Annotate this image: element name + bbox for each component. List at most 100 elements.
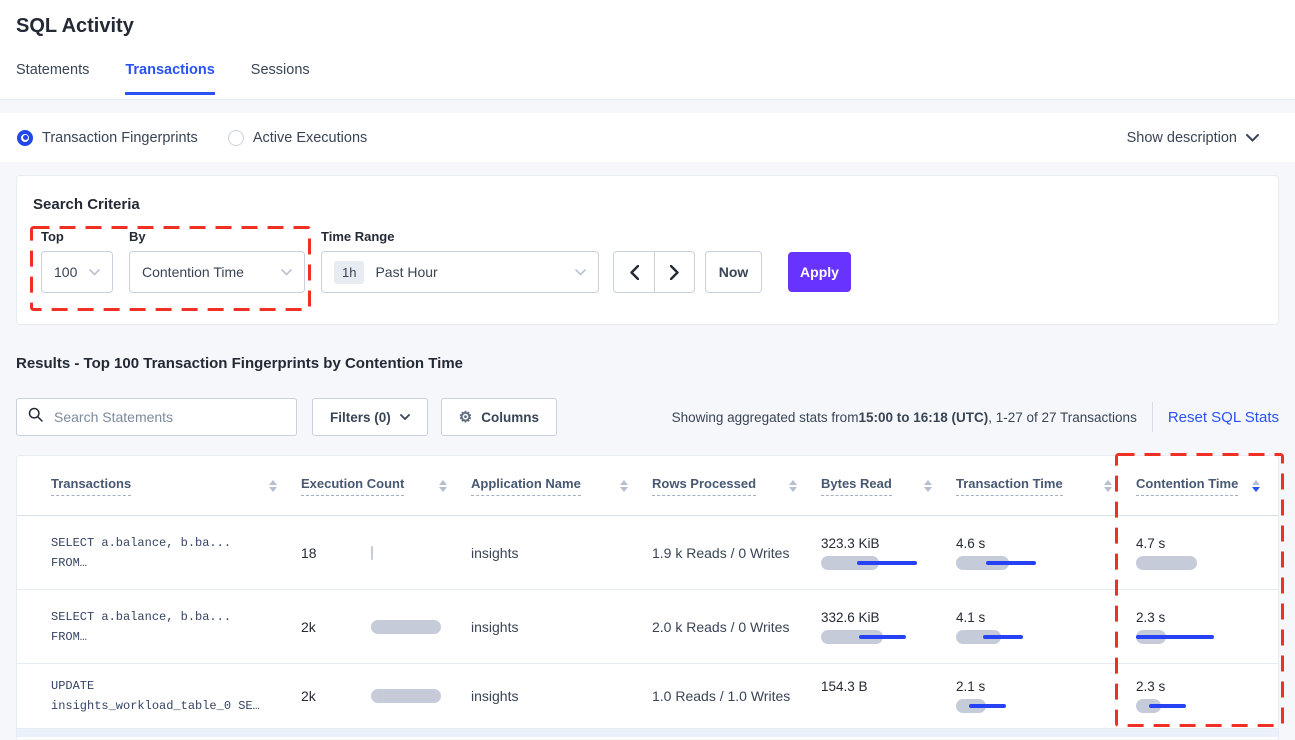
chevron-down-icon [399,414,410,420]
table-header-row: Transactions Execution Count Application… [17,456,1278,516]
transactions-table: Transactions Execution Count Application… [16,455,1279,739]
application-name-cell: insights [471,688,519,704]
bytes-read-bar [821,699,933,713]
execution-count-bar [371,688,443,704]
vertical-divider [1151,402,1153,432]
contention-time-cell: 2.3 s [1136,679,1270,713]
table-row: SELECT a.balance, b.ba... FROM… 18 insig… [17,516,1278,590]
radio-label: Transaction Fingerprints [42,129,198,146]
by-label: By [129,229,146,244]
contention-time-bar [1136,629,1248,644]
app-header: SQL Activity Statements Transactions Ses… [0,0,1295,100]
by-group: By Contention Time [113,229,305,293]
rows-processed-cell: 2.0 k Reads / 0 Writes [652,618,790,635]
transaction-fingerprint-link[interactable]: SELECT a.balance, b.ba... FROM… [51,609,232,644]
chevron-down-icon [1246,133,1259,142]
tab-bar: Statements Transactions Sessions [16,62,1279,95]
sort-icon [789,479,797,492]
bytes-read-bar [821,629,933,644]
time-range-group: Time Range 1h Past Hour [305,229,599,293]
time-prev-button[interactable] [614,252,654,292]
chevron-down-icon [575,268,586,276]
tab-statements[interactable]: Statements [16,62,90,78]
show-description-toggle[interactable]: Show description [1127,130,1259,146]
bytes-read-cell: 323.3 KiB [821,536,956,570]
now-button[interactable]: Now [705,251,762,293]
top-select[interactable]: 100 [41,251,113,293]
application-name-cell: insights [471,618,519,635]
column-header-execution-count[interactable]: Execution Count [301,476,471,496]
transaction-fingerprint-link[interactable]: UPDATE insights_workload_table_0 SE… [51,679,260,713]
by-select[interactable]: Contention Time [129,251,305,293]
show-description-label: Show description [1126,129,1237,146]
filters-button[interactable]: Filters (0) [312,398,428,436]
execution-count-bar [371,619,443,635]
search-criteria-panel: Search Criteria Top 100 By Contention Ti… [16,175,1279,325]
contention-time-cell: 4.7 s [1136,536,1270,570]
transaction-fingerprint-link[interactable]: SELECT a.balance, b.ba... FROM… [51,535,232,570]
search-statements-box [16,398,297,436]
stats-range: 15:00 to 16:18 (UTC) [858,409,989,425]
search-statements-input[interactable] [52,408,285,426]
columns-label: Columns [481,409,539,425]
reset-sql-stats-link[interactable]: Reset SQL Stats [1167,408,1279,426]
transaction-time-cell: 4.1 s [956,610,1136,644]
bytes-read-cell: 154.3 B [821,679,956,713]
time-range-badge: 1h [334,260,365,284]
results-toolbar: Filters (0) ⚙ Columns Showing aggregated… [16,398,1279,436]
tab-transactions[interactable]: Transactions [125,62,215,95]
time-nav-group [613,251,695,293]
bytes-read-cell: 332.6 KiB [821,610,956,644]
transaction-time-cell: 2.1 s [956,679,1136,713]
radio-label: Active Executions [252,129,368,146]
rows-processed-cell: 1.0 Reads / 1.0 Writes [652,688,791,704]
transaction-time-cell: 4.6 s [956,536,1136,570]
contention-time-cell: 2.3 s [1136,610,1270,644]
sort-icon [620,479,628,492]
chevron-down-icon [89,268,100,276]
apply-button[interactable]: Apply [788,252,851,292]
execution-count-bar [371,545,443,561]
search-icon [28,407,43,427]
time-next-button[interactable] [654,252,694,292]
top-group: Top 100 [41,229,113,293]
page-title: SQL Activity [16,15,134,37]
sort-icon [269,479,277,492]
tab-sessions[interactable]: Sessions [250,62,310,78]
chevron-down-icon [281,268,292,276]
column-header-transactions[interactable]: Transactions [51,476,301,496]
column-header-rows-processed[interactable]: Rows Processed [652,476,821,496]
view-toggle-bar: Transaction Fingerprints Active Executio… [0,113,1295,162]
top-select-value: 100 [54,264,78,280]
application-name-cell: insights [471,544,519,561]
sort-icon [924,479,932,492]
results-heading: Results - Top 100 Transaction Fingerprin… [16,355,464,372]
column-header-application-name[interactable]: Application Name [471,476,652,496]
bytes-read-bar [821,555,933,570]
stats-summary: Showing aggregated stats from 15:00 to 1… [672,410,1137,425]
radio-unselected-icon [227,129,244,146]
execution-count-cell: 2k [301,619,471,635]
search-criteria-heading: Search Criteria [33,196,140,213]
sort-icon [1104,479,1112,492]
time-range-select[interactable]: 1h Past Hour [321,251,599,293]
contention-time-bar [1136,555,1248,570]
radio-active-executions[interactable]: Active Executions [227,129,368,146]
gear-icon: ⚙ [458,408,473,426]
top-label: Top [41,229,64,244]
columns-button[interactable]: ⚙ Columns [440,398,557,436]
contention-time-bar [1136,699,1248,713]
column-header-transaction-time[interactable]: Transaction Time [956,476,1136,496]
search-criteria-controls: Top 100 By Contention Time Tim [41,229,851,293]
table-row-partial [17,729,1278,737]
radio-selected-icon [17,129,33,146]
rows-processed-cell: 1.9 k Reads / 0 Writes [652,544,790,561]
sort-icon [1252,479,1260,492]
column-header-contention-time[interactable]: Contention Time [1136,476,1270,496]
stats-suffix: , 1-27 of 27 Transactions [988,409,1137,425]
transaction-time-bar [956,629,1068,644]
radio-transaction-fingerprints[interactable]: Transaction Fingerprints [17,129,198,146]
column-header-bytes-read[interactable]: Bytes Read [821,476,956,496]
transaction-time-bar [956,555,1068,570]
